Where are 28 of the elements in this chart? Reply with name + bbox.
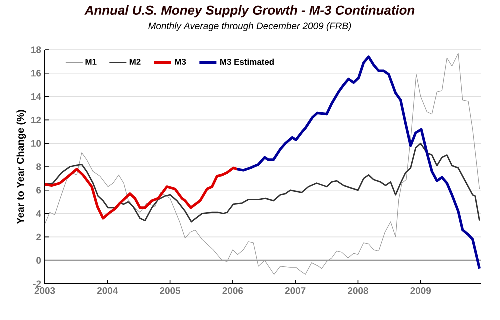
x-tick-label: 2008 <box>348 288 368 294</box>
x-tick-label: 2005 <box>160 288 181 294</box>
y-tick-label: 18 <box>32 46 42 54</box>
y-axis-title: Year to Year Change (%) <box>16 110 26 224</box>
x-tick-label: 2006 <box>222 288 244 294</box>
x-tick-label: 2004 <box>97 288 118 294</box>
y-tick-label: 8 <box>36 164 42 170</box>
legend-label: M3 <box>175 58 186 65</box>
line-series <box>44 53 480 275</box>
y-tick-label: 6 <box>36 187 42 194</box>
chart-title: Annual U.S. Money Supply Growth - M-3 Continuation <box>84 6 415 18</box>
y-tick-label: -2 <box>33 280 42 288</box>
y-tick-label: 2 <box>36 234 42 241</box>
legend-label: M2 <box>130 58 141 65</box>
y-tick-label: 10 <box>32 140 42 147</box>
y-tick-label: 0 <box>36 257 42 264</box>
x-tick-label: 2009 <box>410 288 432 294</box>
chart-subtitle: Monthly Average through December 2009 (FRB) <box>148 22 352 32</box>
line-series <box>44 166 239 220</box>
y-tick-label: 12 <box>32 116 42 124</box>
legend-label: M1 <box>86 59 97 65</box>
legend-label: M3 Estimated <box>220 58 274 66</box>
line-series <box>236 56 482 270</box>
x-tick-label: 2003 <box>34 288 56 294</box>
y-tick-label: 4 <box>36 210 42 218</box>
y-tick-label: 16 <box>32 70 42 77</box>
y-tick-label: 14 <box>32 94 42 100</box>
x-tick-label: 2007 <box>285 288 306 294</box>
